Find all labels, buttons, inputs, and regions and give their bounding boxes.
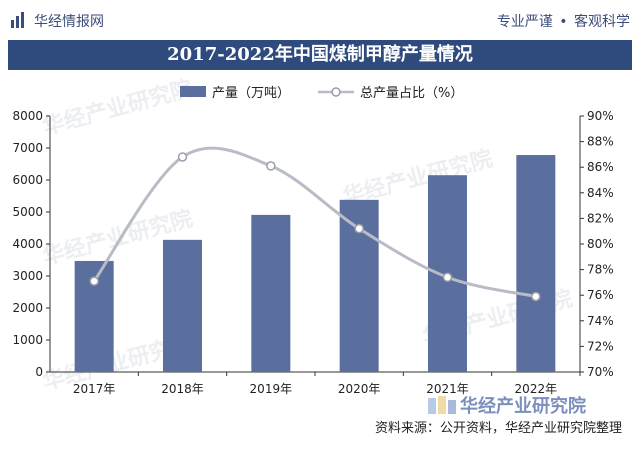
line-point [266, 161, 276, 171]
slogan: 专业严谨 • 客观科学 [497, 11, 630, 31]
y-left-tick-label: 5000 [12, 205, 43, 219]
footer-brand: 华经产业研究院 [460, 396, 586, 417]
y-left-tick-label: 7000 [12, 141, 43, 155]
y-left-tick-label: 8000 [12, 109, 43, 123]
y-left-tick-label: 6000 [12, 173, 43, 187]
legend-label-line: 总产量占比（%） [360, 86, 463, 101]
line-series-share [92, 146, 537, 298]
line-point [442, 272, 453, 283]
y-left-tick-label: 0 [35, 365, 43, 379]
x-tick-label: 2022年 [515, 382, 558, 396]
chart-title: 2017-2022年中国煤制甲醇产量情况 [8, 40, 632, 70]
y-right-tick-label: 70% [587, 365, 614, 379]
bar [516, 155, 556, 372]
y-right-tick-label: 80% [587, 237, 614, 251]
y-right-tick-label: 76% [587, 288, 614, 302]
x-tick-label: 2019年 [250, 382, 293, 396]
source-note: 资料来源：公开资料，华经产业研究院整理 [374, 421, 622, 436]
y-left-tick-label: 2000 [12, 301, 43, 315]
logo-icon [11, 12, 24, 28]
slogan-right: 客观科学 [574, 14, 630, 30]
x-tick-label: 2020年 [338, 382, 381, 396]
y-left-tick-label: 4000 [12, 237, 43, 251]
line-point [354, 223, 364, 234]
line-point [531, 291, 541, 302]
y-right-tick-label: 86% [587, 160, 614, 174]
y-right-tick-label: 74% [587, 314, 614, 328]
slogan-left: 专业严谨 [496, 14, 553, 30]
y-left-tick-label: 3000 [12, 269, 43, 283]
brand-name: 华经情报网 [34, 14, 104, 30]
y-right-tick-label: 90% [587, 109, 614, 123]
legend-label-bar: 产量（万吨） [212, 86, 290, 101]
y-right-tick-label: 84% [587, 186, 614, 200]
x-tick-label: 2021年 [426, 382, 469, 396]
top-bar: 华经情报网 专业严谨 • 客观科学 [0, 0, 640, 38]
slogan-separator: • [559, 14, 568, 30]
x-tick-label: 2017年 [73, 382, 116, 396]
y-left-tick-label: 1000 [12, 333, 43, 347]
line-point [89, 276, 99, 286]
footer-logo-icon [428, 396, 456, 414]
bar [251, 214, 291, 372]
line-point [177, 152, 188, 162]
y-right-tick-label: 78% [587, 263, 614, 277]
x-tick-label: 2018年 [161, 382, 204, 396]
legend-swatch-bar [180, 86, 206, 97]
y-right-tick-label: 82% [587, 211, 614, 225]
y-right-tick-label: 72% [587, 339, 614, 353]
y-right-tick-label: 88% [587, 135, 614, 149]
legend-swatch-marker [331, 87, 341, 97]
bar [163, 239, 202, 372]
